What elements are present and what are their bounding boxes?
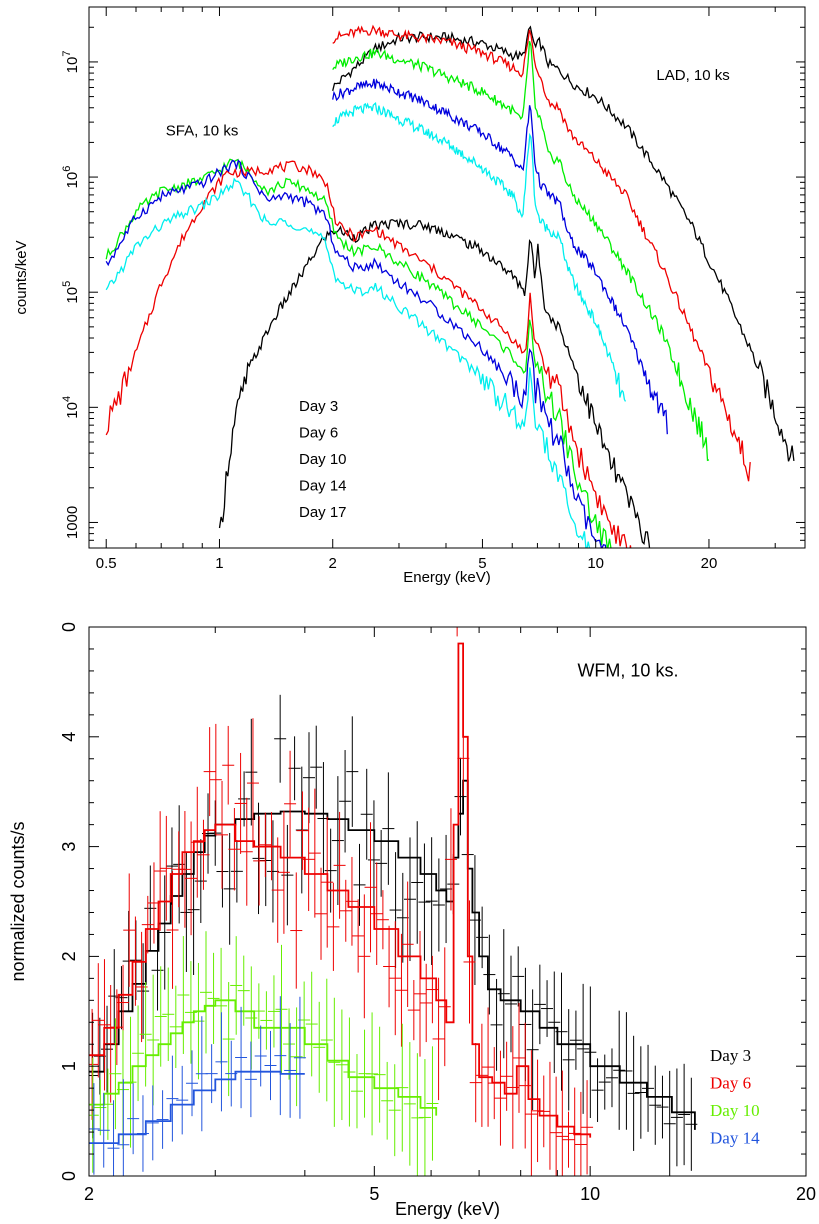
wfm-legend-day-3: Day 3 <box>710 1046 751 1065</box>
y-tick-label: 104 <box>61 396 81 419</box>
wfm-y-tick-label: 1 <box>59 1061 79 1071</box>
series-lad-day-10 <box>332 41 710 462</box>
legend-day-10: Day 10 <box>299 451 347 468</box>
y-tick-label: 1000 <box>64 506 81 539</box>
series-wfm-day-14 <box>89 1070 305 1144</box>
series-sfa-day-10 <box>105 158 612 548</box>
wfm-y-tick-label: 0 <box>59 1171 79 1181</box>
legend-day-3: Day 3 <box>299 398 338 415</box>
wfm-annotation: WFM, 10 ks. <box>577 660 678 680</box>
sfa-lad-plot-frame <box>88 6 806 549</box>
errorbars-day-14 <box>89 996 306 1176</box>
sfa-lad-series <box>105 24 795 548</box>
wfm-y-tick-label: 2 <box>59 951 79 961</box>
wfm-x-axis-label: Energy (keV) <box>395 1199 500 1219</box>
sfa-annotation: SFA, 10 ks <box>166 122 239 139</box>
series-wfm-day-3 <box>89 779 696 1130</box>
sfa-lad-x-axis-label: Energy (keV) <box>403 569 491 586</box>
x-tick-label-2: 2 <box>329 555 337 572</box>
series-lad-day-14 <box>332 78 668 435</box>
x-tick-label-0-5: 0.5 <box>96 555 117 572</box>
wfm-y-tick-label: 3 <box>59 842 79 852</box>
x-tick-label-5: 5 <box>478 555 486 572</box>
sfa-lad-ticks: 0.5 1 2 5 10 20 1000 104 105 106 107 <box>61 6 805 572</box>
series-sfa-day-17 <box>105 177 591 548</box>
series-sfa-day-14 <box>105 159 607 548</box>
series-lad-day-6 <box>332 24 751 482</box>
x-tick-label-10: 10 <box>587 555 604 572</box>
wfm-x-tick-label-10: 10 <box>580 1184 600 1204</box>
legend-day-14: Day 14 <box>299 478 347 495</box>
series-lad-day-3 <box>332 25 795 462</box>
series-wfm-day-6 <box>89 642 592 1138</box>
legend-day-6: Day 6 <box>299 425 338 442</box>
wfm-y-tick-label: 4 <box>59 732 79 742</box>
sfa-lad-y-axis-label: counts/keV <box>13 240 30 314</box>
wfm-ticks: 2 5 10 20 0 1 2 3 4 0 <box>59 622 816 1204</box>
wfm-plot-frame <box>88 626 807 1177</box>
errorbars-day-6 <box>89 627 594 1176</box>
wfm-y-axis-label: normalized counts/s <box>8 821 28 981</box>
wfm-x-tick-label-5: 5 <box>369 1184 379 1204</box>
series-lad-day-17 <box>332 101 627 402</box>
series-sfa-day-6 <box>105 160 632 548</box>
wfm-x-tick-label-2: 2 <box>84 1184 94 1204</box>
series-wfm-day-10 <box>89 999 438 1116</box>
lad-annotation: LAD, 10 ks <box>656 67 729 84</box>
series-sfa-day-3 <box>218 218 651 548</box>
wfm-y-tick-label: 0 <box>59 622 79 632</box>
y-tick-label: 107 <box>61 51 81 74</box>
wfm-series <box>89 627 698 1176</box>
wfm-legend-day-10: Day 10 <box>710 1101 760 1120</box>
x-tick-label-20: 20 <box>701 555 718 572</box>
wfm-legend-day-14: Day 14 <box>710 1129 760 1148</box>
wfm-legend-day-6: Day 6 <box>710 1074 751 1093</box>
y-tick-label: 105 <box>61 281 81 304</box>
sfa-lad-legend: Day 3 Day 6 Day 10 Day 14 Day 17 <box>299 398 347 521</box>
wfm-panel: 2 5 10 20 0 1 2 3 4 0 Energy (keV) normalized cou… <box>8 622 816 1219</box>
x-tick-label-1: 1 <box>215 555 223 572</box>
legend-day-17: Day 17 <box>299 504 347 521</box>
wfm-x-tick-label-20: 20 <box>796 1184 816 1204</box>
wfm-legend: Day 3 Day 6 Day 10 Day 14 <box>710 1046 760 1148</box>
y-tick-label: 106 <box>61 166 81 189</box>
